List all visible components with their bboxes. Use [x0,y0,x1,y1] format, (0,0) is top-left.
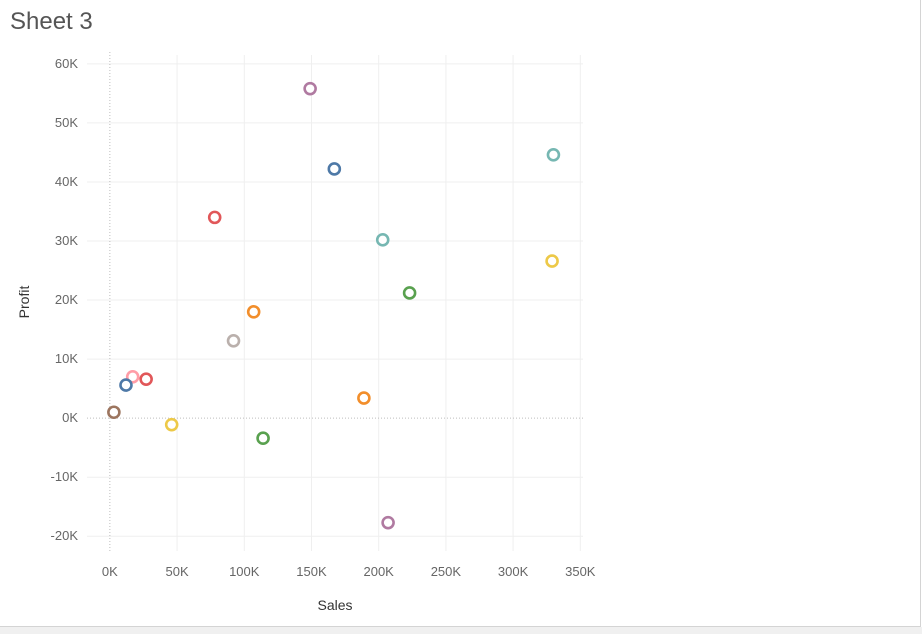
data-point[interactable] [545,254,559,268]
y-tick-label: 30K [55,233,78,248]
y-tick-labels: 60K 50K 40K 30K 20K 10K 0K -10K -20K [51,56,79,543]
sheet-title: Sheet 3 [10,8,93,35]
y-tick-label: 0K [62,410,78,425]
x-tick-label: 50K [165,564,188,579]
x-tick-label: 100K [229,564,260,579]
data-point[interactable] [303,81,317,96]
x-tick-label: 250K [431,564,462,579]
x-tick-label: 200K [363,564,394,579]
y-tick-label: 10K [55,351,78,366]
data-point[interactable] [139,372,153,386]
y-tick-label: 50K [55,115,78,130]
data-point[interactable] [246,305,261,319]
x-tick-label: 350K [565,564,596,579]
data-point[interactable] [375,233,390,247]
data-point[interactable] [107,405,121,420]
x-tick-labels: 0K 50K 100K 150K 200K 250K 300K 350K [102,564,596,579]
data-point[interactable] [546,147,561,162]
data-point[interactable] [164,417,179,432]
zero-lines [87,52,583,551]
data-points [107,81,561,530]
data-point[interactable] [256,431,270,446]
y-tick-label: 40K [55,174,78,189]
data-point[interactable] [207,210,222,225]
data-point[interactable] [402,286,417,300]
x-tick-label: 300K [498,564,529,579]
data-point[interactable] [357,391,371,405]
data-point[interactable] [327,162,342,176]
y-tick-label: -10K [51,469,79,484]
status-strip [0,627,922,634]
grid-layer [87,55,583,551]
x-tick-label: 150K [296,564,327,579]
x-axis-title: Sales [317,597,352,613]
data-point[interactable] [226,333,241,348]
y-tick-label: 20K [55,292,78,307]
data-point[interactable] [381,515,395,530]
y-tick-label: 60K [55,56,78,71]
x-tick-label: 0K [102,564,118,579]
y-tick-label: -20K [51,528,79,543]
data-point[interactable] [119,378,133,392]
y-axis-title: Profit [16,286,32,319]
